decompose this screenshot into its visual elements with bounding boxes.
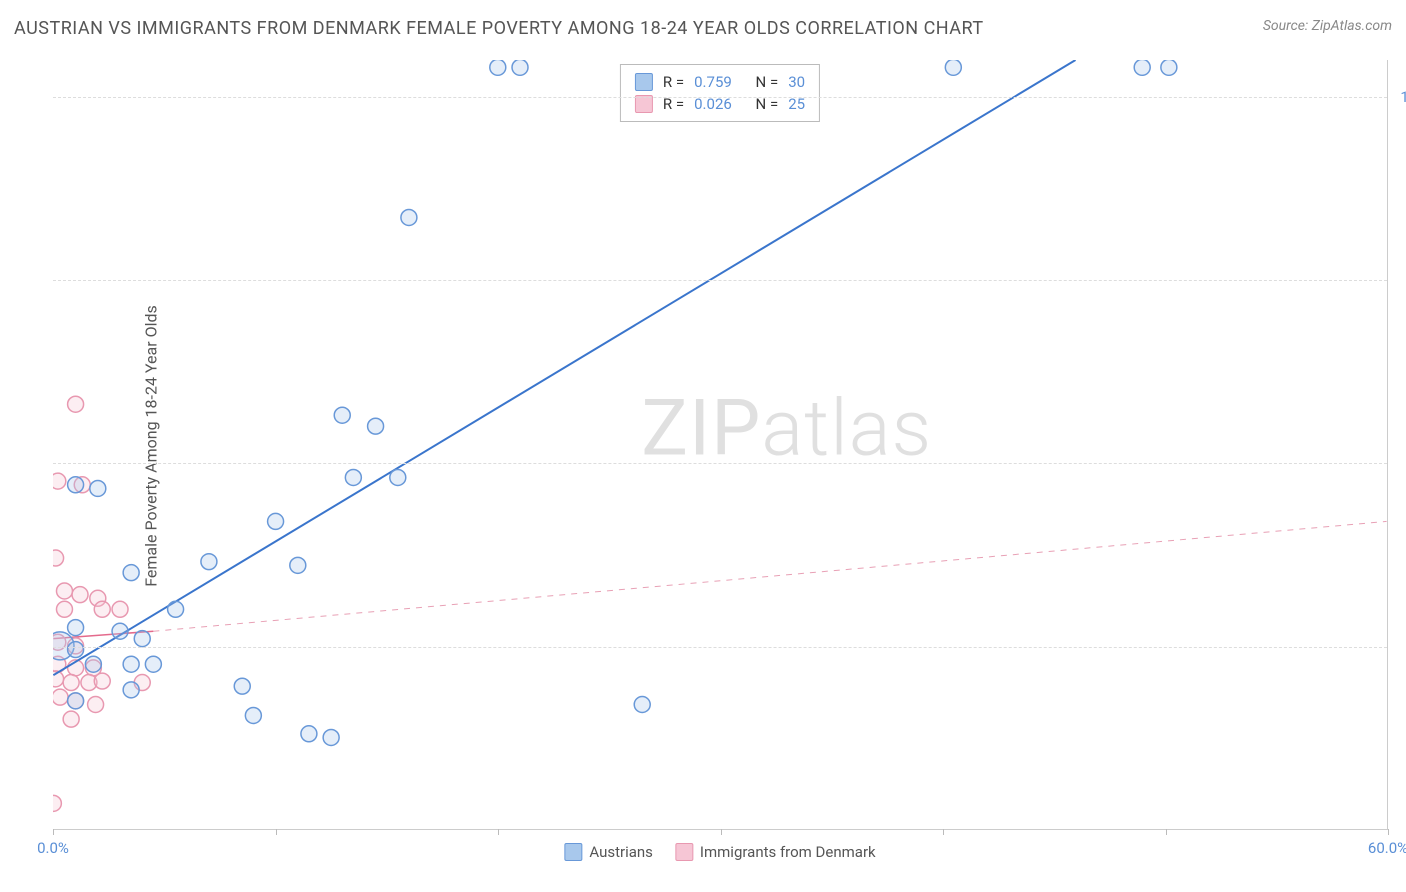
legend-swatch-denmark — [675, 843, 693, 861]
y-tick-label: 75.0% — [1394, 271, 1406, 289]
legend-label-austrians: Austrians — [589, 843, 653, 861]
stats-legend-box: R = 0.759 N = 30 R = 0.026 N = 25 — [620, 64, 820, 122]
legend-item-austrians: Austrians — [564, 843, 653, 861]
data-point — [201, 554, 217, 570]
y-tick-label: 25.0% — [1394, 638, 1406, 656]
stats-row-austrians: R = 0.759 N = 30 — [635, 71, 805, 93]
y-tick-label: 50.0% — [1394, 454, 1406, 472]
data-point — [145, 656, 161, 672]
x-tick-mark — [276, 829, 277, 835]
y-tick-label: 100.0% — [1394, 88, 1406, 106]
data-point — [56, 583, 72, 599]
x-tick-mark — [498, 829, 499, 835]
stats-n1: 30 — [788, 73, 805, 91]
data-point — [634, 697, 650, 713]
stats-n-label: N = — [756, 73, 779, 91]
data-point — [94, 601, 110, 617]
data-point — [68, 642, 84, 658]
data-point — [234, 678, 250, 694]
data-point — [134, 631, 150, 647]
data-point — [945, 60, 961, 75]
data-point — [88, 697, 104, 713]
data-point — [112, 601, 128, 617]
legend-swatch-austrians — [564, 843, 582, 861]
data-point — [112, 623, 128, 639]
data-point — [512, 60, 528, 75]
data-point — [72, 587, 88, 603]
data-point — [123, 565, 139, 581]
chart-title: AUSTRIAN VS IMMIGRANTS FROM DENMARK FEMA… — [14, 18, 984, 39]
gridline-h — [53, 97, 1387, 98]
x-tick-mark — [943, 829, 944, 835]
x-tick-mark — [53, 829, 54, 835]
data-point — [85, 656, 101, 672]
gridline-h — [53, 463, 1387, 464]
source-attribution: Source: ZipAtlas.com — [1263, 18, 1392, 34]
chart-svg-layer — [53, 60, 1387, 829]
data-point — [53, 473, 66, 489]
data-point — [245, 707, 261, 723]
data-point — [1161, 60, 1177, 75]
chart-plot-area: ZIPatlas R = 0.759 N = 30 R = 0.026 N = … — [53, 60, 1388, 830]
data-point — [401, 209, 417, 225]
data-point — [68, 693, 84, 709]
stats-n2: 25 — [788, 95, 805, 113]
data-point — [63, 675, 79, 691]
bottom-legend: Austrians Immigrants from Denmark — [564, 843, 875, 861]
data-point — [123, 682, 139, 698]
data-point — [94, 673, 110, 689]
data-point — [53, 550, 64, 566]
x-tick-label: 60.0% — [1368, 839, 1406, 857]
stats-r-label: R = — [663, 73, 684, 91]
data-point — [56, 601, 72, 617]
data-point — [490, 60, 506, 75]
data-point — [1134, 60, 1150, 75]
stats-r-label2: R = — [663, 95, 684, 113]
data-point — [63, 711, 79, 727]
swatch-austrians — [635, 73, 653, 91]
swatch-denmark — [635, 95, 653, 113]
data-point — [345, 469, 361, 485]
x-tick-mark — [721, 829, 722, 835]
data-point — [68, 620, 84, 636]
data-point — [323, 729, 339, 745]
data-point — [123, 656, 139, 672]
x-tick-label: 0.0% — [37, 839, 69, 857]
data-point — [68, 396, 84, 412]
stats-r2: 0.026 — [694, 95, 732, 113]
data-point — [390, 469, 406, 485]
legend-item-denmark: Immigrants from Denmark — [675, 843, 876, 861]
gridline-h — [53, 647, 1387, 648]
data-point — [53, 689, 68, 705]
stats-n-label2: N = — [756, 95, 779, 113]
gridline-h — [53, 280, 1387, 281]
regression-line — [53, 60, 1075, 675]
data-point — [334, 407, 350, 423]
regression-line — [153, 521, 1386, 631]
data-point — [68, 477, 84, 493]
stats-r1: 0.759 — [694, 73, 732, 91]
data-point — [168, 601, 184, 617]
data-point — [53, 795, 61, 811]
data-point — [268, 513, 284, 529]
data-point — [368, 418, 384, 434]
data-point — [301, 726, 317, 742]
x-tick-mark — [1166, 829, 1167, 835]
data-point — [290, 557, 306, 573]
data-point — [90, 480, 106, 496]
x-tick-mark — [1388, 829, 1389, 835]
legend-label-denmark: Immigrants from Denmark — [700, 843, 876, 861]
